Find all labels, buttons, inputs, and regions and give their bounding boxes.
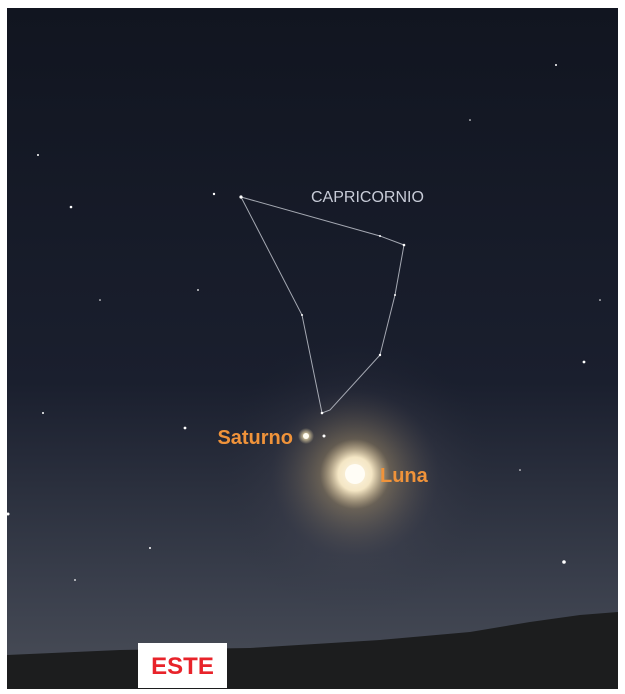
direction-label: ESTE: [151, 653, 214, 680]
constellation-label: CAPRICORNIO: [311, 189, 424, 206]
moon: [345, 464, 365, 484]
sky-view: CAPRICORNIO Saturno Luna ESTE: [0, 0, 625, 694]
saturn: [303, 433, 309, 439]
saturn-label: Saturno: [217, 427, 293, 449]
moon-label: Luna: [380, 465, 429, 487]
page: CAPRICORNIO Saturno Luna ESTE (() => { c…: [0, 0, 625, 694]
